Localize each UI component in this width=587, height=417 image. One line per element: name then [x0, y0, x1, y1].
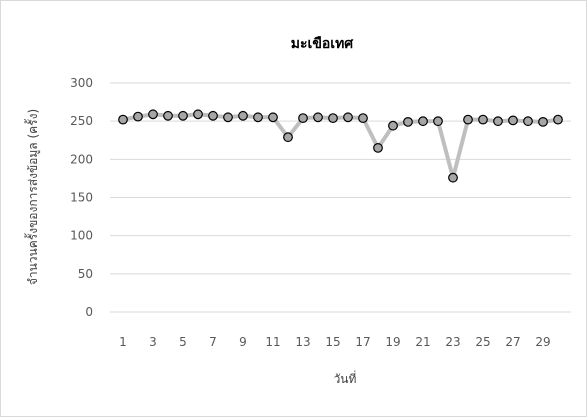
x-tick-label: 23 — [445, 335, 460, 349]
x-tick-label: 9 — [239, 335, 247, 349]
data-point — [118, 114, 128, 125]
data-point — [358, 113, 368, 123]
y-axis-label: จำนวนครั้งของการส่งข้อมูล (ครั้ง) — [24, 109, 41, 285]
data-point — [493, 116, 503, 127]
y-tick-label: 200 — [70, 152, 93, 166]
x-tick-label: 25 — [475, 335, 490, 349]
data-point — [448, 172, 458, 183]
data-point — [403, 116, 413, 127]
x-tick-label: 3 — [149, 335, 157, 349]
data-point — [343, 112, 353, 123]
data-point — [208, 110, 218, 121]
y-tick-label: 150 — [70, 191, 93, 205]
x-tick-label: 7 — [209, 335, 217, 349]
data-points — [118, 109, 563, 183]
y-tick-label: 50 — [78, 267, 93, 281]
y-tick-label: 300 — [70, 76, 93, 90]
data-point — [133, 111, 143, 122]
data-point — [538, 116, 548, 127]
x-tick-label: 17 — [355, 335, 370, 349]
data-point — [418, 116, 428, 127]
x-tick-labels: 1 3 5 7 9 11 13 15 17 19 21 23 25 27 29 — [119, 335, 550, 349]
data-point — [523, 116, 533, 127]
x-tick-label: 29 — [535, 335, 550, 349]
data-point — [163, 110, 173, 121]
data-point — [553, 114, 563, 125]
x-axis-label: วันที่ — [334, 370, 357, 386]
data-point — [223, 112, 233, 123]
data-point — [373, 142, 383, 153]
x-tick-label: 11 — [265, 335, 280, 349]
data-point — [238, 110, 248, 121]
data-point — [178, 110, 188, 121]
data-point — [283, 132, 293, 143]
data-point — [313, 112, 323, 123]
series-line — [122, 112, 559, 180]
data-point — [193, 109, 203, 120]
x-tick-label: 27 — [505, 335, 520, 349]
data-point — [478, 114, 488, 125]
x-tick-label: 13 — [295, 335, 310, 349]
data-point — [463, 114, 473, 125]
x-tick-label: 15 — [325, 335, 340, 349]
data-point — [253, 112, 263, 123]
chart-title: มะเขือเทศ — [291, 36, 355, 52]
x-tick-label: 19 — [385, 335, 400, 349]
series-line-layer — [122, 112, 559, 180]
data-point — [268, 112, 278, 123]
x-tick-label: 1 — [119, 335, 127, 349]
data-point — [388, 120, 398, 131]
data-point — [433, 116, 443, 127]
data-point — [328, 113, 338, 123]
data-point — [298, 113, 308, 123]
data-point — [148, 109, 158, 120]
y-tick-label: 0 — [85, 305, 93, 319]
y-tick-label: 100 — [70, 229, 93, 243]
x-tick-label: 21 — [415, 335, 430, 349]
data-point — [508, 115, 518, 126]
y-tick-labels: 0 50 100 150 200 250 300 — [70, 76, 93, 319]
y-tick-label: 250 — [70, 114, 93, 128]
x-tick-label: 5 — [179, 335, 187, 349]
